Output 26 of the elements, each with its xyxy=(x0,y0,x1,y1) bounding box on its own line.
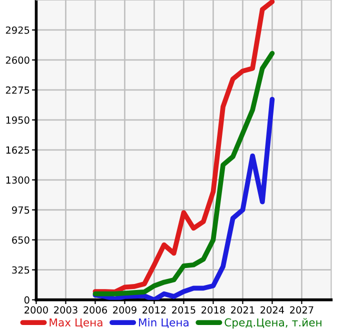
y-tick-label: 650 xyxy=(12,236,30,244)
x-tick-label: 2024 xyxy=(260,306,284,314)
legend-label: Сред.Цена, т.йен xyxy=(224,318,322,329)
legend-label: Max Цена xyxy=(50,318,102,328)
line-series xyxy=(92,50,275,296)
x-tick-label: 2027 xyxy=(290,306,314,314)
y-tick-label: 0 xyxy=(24,296,30,304)
y-tick-label: 1950 xyxy=(6,116,30,124)
x-tick-label: 2009 xyxy=(113,306,136,314)
x-tick-label: 2012 xyxy=(142,306,166,314)
y-tick-label: 1625 xyxy=(6,146,30,154)
line-series xyxy=(92,0,275,294)
legend-label: Min Цена xyxy=(139,318,188,328)
y-tick-label: 1300 xyxy=(6,176,30,184)
x-tick-label: 2003 xyxy=(54,306,78,314)
x-tick-label: 2000 xyxy=(24,306,48,314)
x-tick-label: 2015 xyxy=(172,306,196,314)
line-series xyxy=(92,96,275,300)
y-tick-label: 2600 xyxy=(6,56,30,64)
y-tick-label: 325 xyxy=(12,266,30,274)
x-tick-label: 2021 xyxy=(231,306,254,314)
x-tick-label: 2006 xyxy=(84,306,107,314)
y-tick-label: 2275 xyxy=(6,86,30,94)
x-tick-label: 2018 xyxy=(202,306,225,314)
y-tick-label: 2925 xyxy=(6,26,30,34)
y-tick-label: 975 xyxy=(12,206,30,214)
